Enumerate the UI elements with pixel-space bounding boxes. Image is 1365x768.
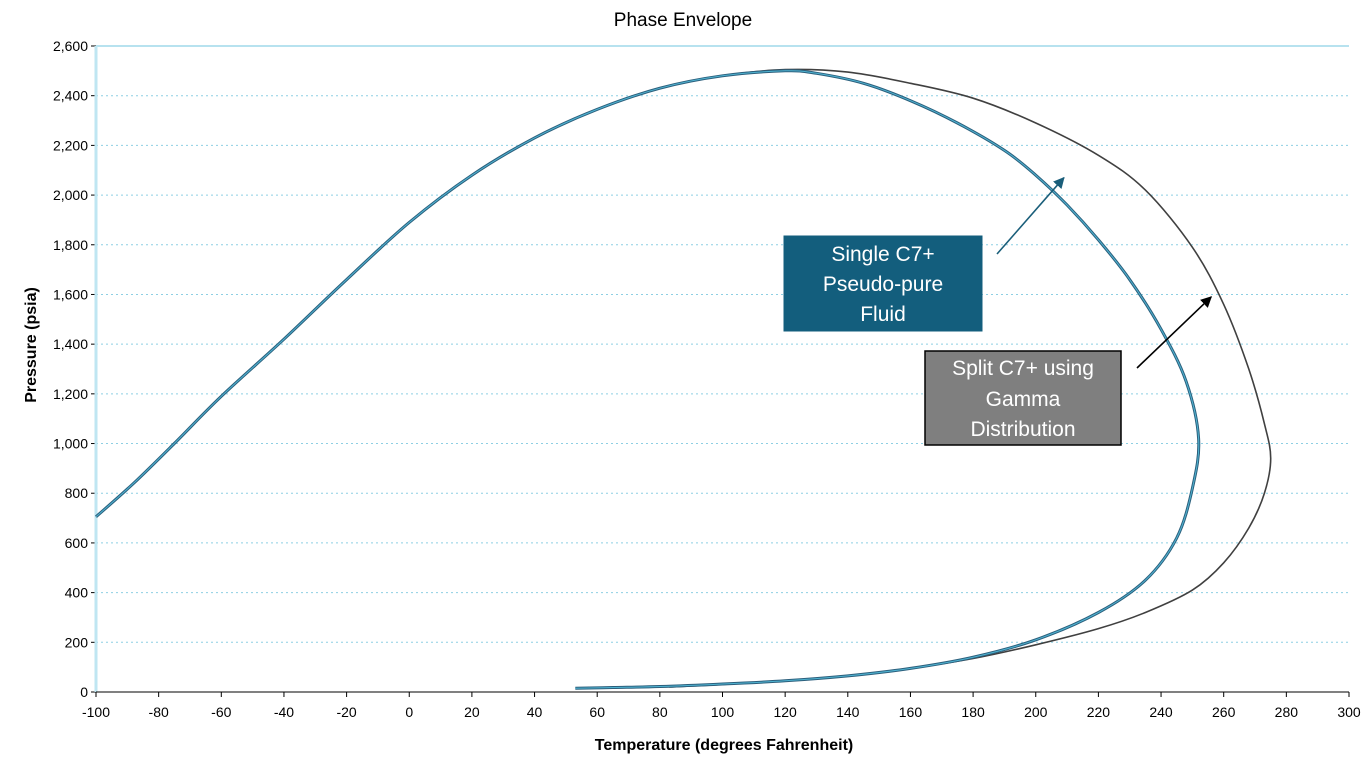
y-axis-title: Pressure (psia)	[23, 287, 40, 403]
x-tick-label: 280	[1275, 704, 1299, 720]
annotation-split-c7: Split C7+ using Gamma Distribution	[924, 296, 1213, 446]
x-tick-label: 80	[652, 704, 668, 720]
y-tick-label: 200	[65, 634, 89, 650]
x-tick-label: 140	[836, 704, 860, 720]
x-tick-label: -100	[82, 704, 110, 720]
series-layer	[95, 68, 1272, 690]
x-tick-label: 260	[1212, 704, 1236, 720]
y-tick-label: 600	[65, 535, 89, 551]
annotation-split-c7-arrow	[1136, 296, 1213, 369]
x-axis-title: Temperature (degrees Fahrenheit)	[595, 737, 853, 754]
x-tick-label: -60	[211, 704, 231, 720]
x-tick-label: 100	[711, 704, 735, 720]
x-tick-label: -80	[149, 704, 169, 720]
annotation-single-c7-box	[783, 235, 983, 332]
y-tick-label: 2,400	[53, 88, 88, 104]
y-tick-label: 1,000	[53, 436, 88, 452]
x-tick-label: -20	[336, 704, 356, 720]
x-tick-label: 220	[1087, 704, 1111, 720]
x-tick-label: 240	[1149, 704, 1173, 720]
series-single-c7-highlight	[95, 70, 1200, 689]
annotation-single-c7: Single C7+ Pseudo-pure Fluid	[783, 176, 1065, 332]
annotation-split-c7-box	[924, 350, 1122, 446]
y-tick-label: 800	[65, 485, 89, 501]
gridlines	[96, 45, 1349, 643]
x-axis-ticks: -100 -80 -60 -40 -20 0 20 40 60 80 100 120 140 160 180…	[82, 692, 1361, 720]
y-tick-label: 2,600	[53, 38, 88, 54]
y-tick-label: 2,000	[53, 187, 88, 203]
y-tick-label: 0	[80, 684, 88, 700]
x-tick-label: 200	[1024, 704, 1048, 720]
chart-title: Phase Envelope	[614, 10, 752, 31]
x-tick-label: 300	[1337, 704, 1361, 720]
y-tick-label: 1,800	[53, 237, 88, 253]
annotation-single-c7-line1: Single C7+	[831, 243, 934, 266]
annotation-split-c7-line1: Split C7+ using	[952, 357, 1094, 380]
annotation-single-c7-arrow	[996, 176, 1065, 255]
x-tick-label: 160	[899, 704, 923, 720]
y-tick-label: 400	[65, 585, 89, 601]
y-tick-label: 1,400	[53, 336, 88, 352]
y-axis-ticks: 0 200 400 600 800 1,000 1,200 1,400 1,600 1,800 2,…	[53, 38, 96, 700]
y-tick-label: 2,200	[53, 137, 88, 153]
x-tick-label: 120	[773, 704, 797, 720]
y-tick-label: 1,600	[53, 286, 88, 302]
annotation-split-c7-line3: Distribution	[970, 418, 1075, 441]
annotation-single-c7-line2: Pseudo-pure	[823, 273, 943, 296]
x-tick-label: 20	[464, 704, 480, 720]
x-tick-label: 0	[405, 704, 413, 720]
annotation-single-c7-line3: Fluid	[860, 303, 906, 326]
annotation-split-c7-line2: Gamma	[986, 388, 1061, 411]
x-tick-label: 180	[961, 704, 985, 720]
y-tick-label: 1,200	[53, 386, 88, 402]
x-tick-label: 40	[527, 704, 543, 720]
x-tick-label: -40	[274, 704, 294, 720]
x-tick-label: 60	[589, 704, 605, 720]
